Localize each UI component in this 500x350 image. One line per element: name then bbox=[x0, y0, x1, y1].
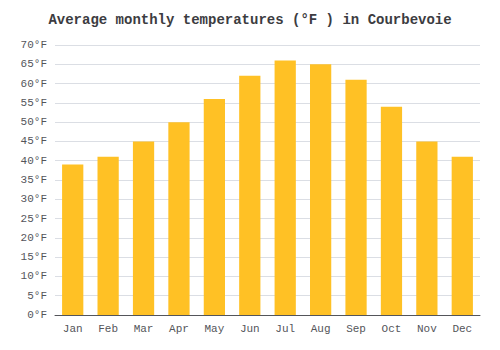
svg-text:Aug: Aug bbox=[311, 323, 331, 335]
svg-text:0°F: 0°F bbox=[27, 309, 47, 321]
svg-text:Jan: Jan bbox=[63, 323, 83, 335]
svg-text:40°F: 40°F bbox=[21, 155, 47, 167]
svg-text:25°F: 25°F bbox=[21, 213, 47, 225]
svg-text:Feb: Feb bbox=[98, 323, 118, 335]
svg-text:Average monthly temperatures (: Average monthly temperatures (°F ) in Co… bbox=[48, 12, 451, 28]
svg-text:35°F: 35°F bbox=[21, 174, 47, 186]
svg-text:65°F: 65°F bbox=[21, 58, 47, 70]
svg-text:50°F: 50°F bbox=[21, 116, 47, 128]
svg-text:55°F: 55°F bbox=[21, 97, 47, 109]
svg-text:May: May bbox=[204, 323, 224, 335]
svg-text:20°F: 20°F bbox=[21, 232, 47, 244]
svg-text:Dec: Dec bbox=[452, 323, 472, 335]
svg-text:Sep: Sep bbox=[346, 323, 366, 335]
svg-text:Jun: Jun bbox=[240, 323, 260, 335]
svg-text:Jul: Jul bbox=[275, 323, 295, 335]
svg-text:70°F: 70°F bbox=[21, 39, 47, 51]
svg-text:Nov: Nov bbox=[417, 323, 437, 335]
svg-text:Apr: Apr bbox=[169, 323, 189, 335]
svg-text:Mar: Mar bbox=[134, 323, 154, 335]
svg-text:60°F: 60°F bbox=[21, 78, 47, 90]
svg-text:45°F: 45°F bbox=[21, 135, 47, 147]
svg-text:5°F: 5°F bbox=[27, 290, 47, 302]
svg-text:15°F: 15°F bbox=[21, 251, 47, 263]
svg-text:10°F: 10°F bbox=[21, 270, 47, 282]
svg-text:Oct: Oct bbox=[382, 323, 402, 335]
svg-text:30°F: 30°F bbox=[21, 193, 47, 205]
